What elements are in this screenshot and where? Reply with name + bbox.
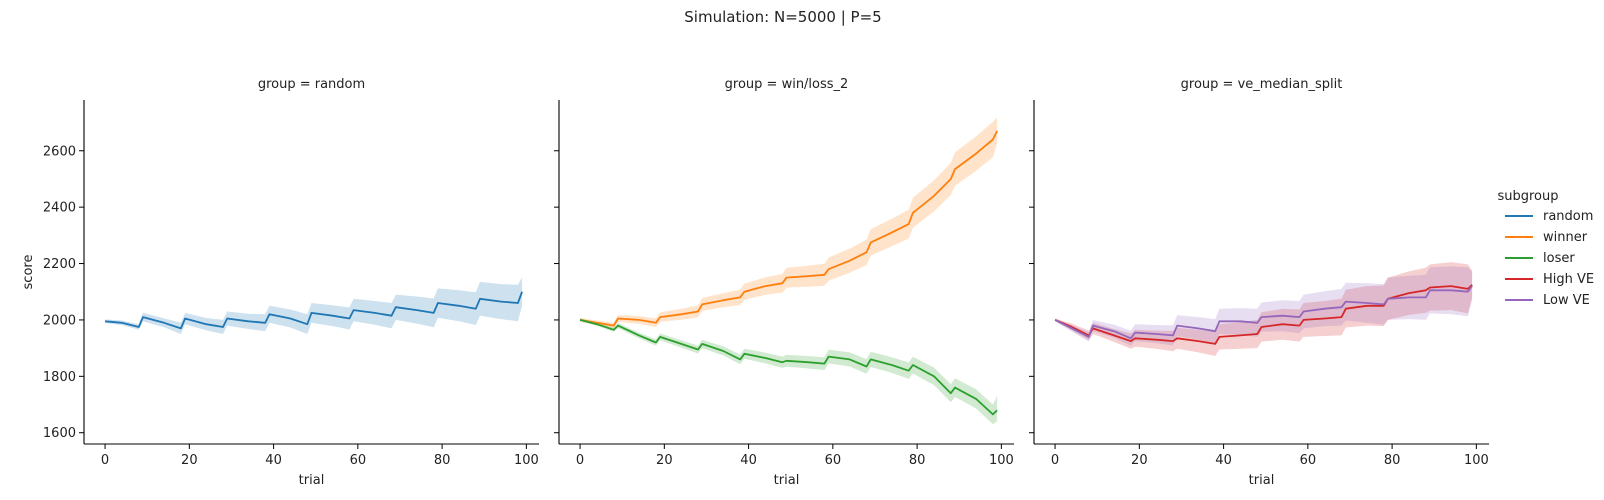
facet-panel-1: group = random 0 20 40 60 80 100 1600 1800 2000 22… [21, 77, 539, 488]
x-tick-label: 80 [1384, 453, 1401, 468]
x-axis-label: trial [774, 473, 800, 488]
legend-label-loser: loser [1543, 251, 1575, 266]
x-tick-label: 60 [825, 453, 842, 468]
ci-band-loser [580, 318, 998, 425]
facet-panel-3: group = ve_median_split 0 20 40 60 80 100 trial [1029, 77, 1489, 488]
x-tick-label: 0 [1051, 453, 1059, 468]
series-line-winner [579, 130, 998, 327]
x-tick-label: 0 [101, 453, 109, 468]
y-tick-label: 1600 [43, 426, 76, 441]
x-tick-label: 100 [514, 453, 539, 468]
x-tick-label: 100 [989, 453, 1014, 468]
legend: subgroup random winner loser High VE Low VE [1497, 189, 1594, 308]
chart-title: Simulation: N=5000 | P=5 [684, 8, 881, 26]
legend-label-random: random [1543, 209, 1593, 224]
ci-band-winner [580, 117, 998, 329]
facet-title: group = random [258, 77, 365, 92]
legend-title: subgroup [1497, 189, 1558, 204]
y-tick-label: 1800 [43, 370, 76, 385]
y-tick-label: 2400 [43, 201, 76, 216]
facet-panel-2: group = win/loss_2 0 20 40 60 80 100 trial [554, 77, 1014, 488]
facet-title: group = ve_median_split [1181, 77, 1343, 92]
facet-title: group = win/loss_2 [725, 77, 849, 92]
y-tick-label: 2000 [43, 313, 76, 328]
x-tick-label: 60 [1300, 453, 1317, 468]
series-line-high-ve [1054, 284, 1473, 345]
y-tick-label: 2200 [43, 257, 76, 272]
ci-band-random [105, 277, 523, 334]
legend-label-winner: winner [1543, 230, 1588, 245]
x-tick-label: 80 [909, 453, 926, 468]
series-line-random [105, 291, 523, 330]
ci-band-high-ve [1055, 262, 1473, 356]
series-line-loser [579, 319, 998, 416]
x-tick-label: 60 [350, 453, 367, 468]
x-tick-label: 100 [1464, 453, 1489, 468]
legend-label-low-ve: Low VE [1543, 293, 1590, 308]
y-axis-label: score [21, 255, 36, 290]
series-line-low-ve [1054, 285, 1473, 340]
x-tick-label: 40 [265, 453, 282, 468]
x-tick-label: 20 [1131, 453, 1148, 468]
x-tick-label: 80 [434, 453, 451, 468]
x-tick-label: 40 [1215, 453, 1232, 468]
x-tick-label: 20 [181, 453, 198, 468]
x-tick-label: 20 [656, 453, 673, 468]
x-axis-label: trial [1249, 473, 1275, 488]
y-tick-label: 2600 [43, 144, 76, 159]
legend-label-high-ve: High VE [1543, 272, 1594, 287]
ci-band-low-ve [1055, 266, 1473, 346]
x-axis-label: trial [299, 473, 325, 488]
x-tick-label: 40 [740, 453, 757, 468]
x-tick-label: 0 [576, 453, 584, 468]
